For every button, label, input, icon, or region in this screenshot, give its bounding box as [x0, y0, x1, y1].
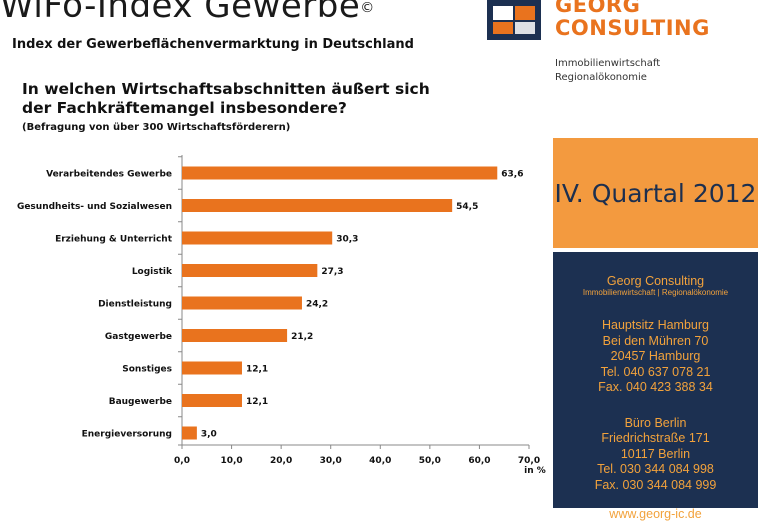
contact-tagline: Immobilienwirtschaft | Regionalökonomie [582, 288, 729, 297]
data-label: 24,2 [306, 300, 328, 310]
x-tick-label: 50,0 [419, 456, 441, 466]
bar [182, 264, 318, 277]
office-hamburg-fax: Fax. 040 423 388 34 [598, 380, 713, 394]
category-label: Baugewerbe [109, 397, 172, 407]
x-unit-label: in % [524, 466, 546, 476]
bar [182, 199, 453, 212]
category-label: Erziehung & Unterricht [55, 235, 173, 245]
bar [182, 329, 288, 342]
quarter-label: IV. Quartal 2012 [554, 178, 757, 208]
logo-subtitle: Immobilienwirtschaft Regionalökonomie [555, 57, 660, 85]
x-tick-label: 20,0 [270, 456, 292, 466]
office-hamburg-city: 20457 Hamburg [610, 349, 701, 363]
bar [182, 296, 302, 310]
bar [182, 426, 197, 440]
logo-line-1: GEORG [555, 0, 641, 17]
copyright-mark: © [360, 0, 375, 16]
index-title: WiFö-Index Gewerbe© [0, 0, 375, 26]
logo-sub-2: Regionalökonomie [555, 72, 647, 83]
category-label: Gastgewerbe [105, 332, 172, 342]
x-tick-label: 40,0 [369, 456, 391, 466]
office-hamburg-phone: Tel. 040 637 078 21 [600, 364, 711, 379]
office-berlin-fax: Fax. 030 344 084 999 [594, 477, 717, 492]
survey-note: (Befragung von über 300 Wirtschaftsförde… [22, 122, 291, 133]
category-label: Gesundheits- und Sozialwesen [17, 202, 172, 212]
category-label: Verarbeitendes Gewerbe [46, 170, 172, 180]
office-hamburg: Hauptsitz Hamburg Bei den Mühren 70 2045… [553, 318, 758, 396]
office-berlin: Büro Berlin Friedrichstraße 171 10117 Be… [553, 416, 758, 494]
office-hamburg-street: Bei den Mühren 70 [602, 333, 709, 348]
quarter-panel: IV. Quartal 2012 [553, 138, 758, 248]
x-tick-label: 10,0 [220, 456, 242, 466]
contact-website[interactable]: www.georg-ic.de [609, 507, 702, 521]
bar [182, 231, 333, 245]
category-label: Logistik [132, 267, 173, 277]
data-label: 54,5 [456, 202, 478, 212]
logo-wordmark: GEORG CONSULTING [555, 0, 710, 40]
category-label: Dienstleistung [98, 300, 172, 310]
bar [182, 166, 498, 180]
logo-line-2: CONSULTING [555, 16, 710, 40]
logo-sub-1: Immobilienwirtschaft [555, 58, 661, 69]
x-tick-label: 60,0 [468, 456, 490, 466]
office-berlin-name: Büro Berlin [624, 415, 687, 430]
contact-panel: Georg Consulting Immobilienwirtschaft | … [553, 252, 758, 521]
data-label: 63,6 [501, 170, 523, 180]
contact-company: Georg Consulting [606, 274, 705, 288]
data-label: 3,0 [201, 430, 217, 440]
x-tick-label: 70,0 [518, 456, 540, 466]
index-subtitle: Index der Gewerbeflächenvermarktung in D… [12, 37, 414, 52]
fachkraeftemangel-bar-chart: Verarbeitendes Gewerbe 63,6 Gesundheits- u… [17, 155, 546, 476]
data-label: 30,3 [336, 235, 358, 245]
office-berlin-city: 10117 Berlin [620, 446, 691, 461]
x-tick-label: 0,0 [174, 456, 190, 466]
chart-question: In welchen Wirtschaftsabschnitten äußert… [22, 80, 430, 117]
office-berlin-phone: Tel. 030 344 084 998 [597, 462, 714, 476]
bar [182, 361, 242, 375]
data-label: 12,1 [246, 397, 268, 407]
category-label: Energieversorung [82, 430, 172, 440]
data-label: 12,1 [246, 365, 268, 375]
bar [182, 394, 242, 407]
category-label: Sonstiges [122, 365, 172, 375]
x-tick-label: 30,0 [320, 456, 342, 466]
data-label: 21,2 [291, 332, 313, 342]
georg-consulting-logo-icon [487, 0, 541, 40]
office-berlin-street: Friedrichstraße 171 [601, 431, 710, 445]
office-hamburg-name: Hauptsitz Hamburg [602, 318, 709, 332]
data-label: 27,3 [321, 267, 343, 277]
